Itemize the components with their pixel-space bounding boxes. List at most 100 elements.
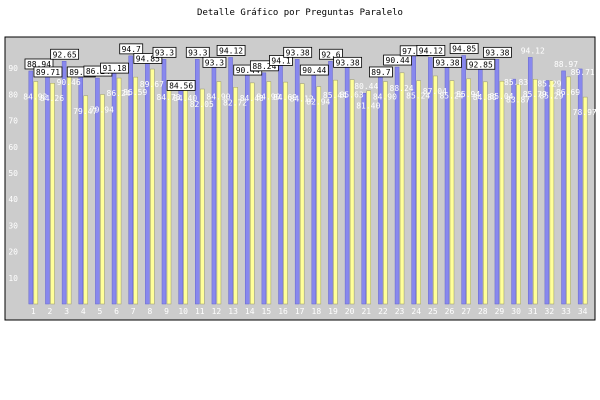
bar-yellow	[383, 81, 388, 305]
bar-blue	[195, 59, 200, 305]
bar-yellow	[200, 88, 205, 305]
x-tick-label: 1	[31, 307, 36, 316]
x-tick-label: 19	[328, 307, 338, 316]
x-tick-label: 13	[228, 307, 238, 316]
data-label-box	[119, 43, 144, 55]
x-tick-label: 7	[131, 307, 136, 316]
x-tick-label: 18	[312, 307, 322, 316]
data-label-box	[249, 60, 279, 72]
data-label-yellow: 78.97	[573, 108, 597, 117]
bar-yellow	[183, 82, 188, 305]
x-tick-label: 28	[478, 307, 488, 316]
bar-blue	[261, 72, 267, 305]
data-label-yellow: 89.67	[140, 80, 164, 89]
y-tick-label: 10	[8, 274, 18, 283]
data-label-yellow: 84.12	[290, 95, 314, 104]
data-label-yellow: 85.44	[323, 91, 347, 100]
x-tick-label: 22	[378, 307, 388, 316]
data-label-yellow: 84.69	[273, 93, 297, 102]
data-label-blue: 90.44	[386, 56, 410, 65]
data-label-box	[369, 66, 393, 78]
bar-yellow	[532, 78, 538, 305]
bar-blue	[544, 80, 550, 305]
y-tick-label: 80	[8, 90, 18, 99]
data-label-yellow: 82.72	[223, 98, 247, 107]
x-tick-label: 30	[511, 307, 521, 316]
x-tick-label: 4	[81, 307, 86, 316]
data-label-blue: 86.24	[86, 67, 110, 76]
data-label-blue: 89.7	[371, 68, 390, 77]
bar-yellow	[516, 84, 521, 305]
bar-yellow	[116, 77, 122, 305]
data-label-blue: 90.44	[236, 66, 260, 75]
data-label-yellow: 86.59	[123, 88, 147, 97]
bar-yellow	[299, 83, 305, 305]
bar-yellow	[133, 76, 138, 305]
data-label-yellow: 82.94	[306, 98, 330, 107]
data-label-yellow: 83.87	[506, 95, 530, 104]
bar-yellow	[33, 81, 39, 305]
data-label-box	[216, 45, 246, 56]
x-tick-label: 15	[262, 307, 272, 316]
data-label-box	[449, 43, 479, 54]
data-label-box	[100, 62, 129, 74]
data-label-blue: 88.24	[252, 62, 276, 71]
data-label-yellow: 87.04	[423, 87, 447, 96]
data-label-box	[433, 56, 462, 68]
x-tick-label: 10	[178, 307, 188, 316]
data-label-blue: 93.38	[435, 58, 459, 67]
bars-group	[28, 47, 588, 305]
bar-yellow	[166, 81, 172, 305]
bar-blue	[394, 66, 400, 305]
x-tick-label: 31	[528, 307, 538, 316]
bar-yellow	[416, 80, 421, 305]
data-label-yellow: 84.40	[240, 94, 264, 103]
data-label-blue: 88.94	[27, 60, 51, 69]
data-label-box	[185, 46, 210, 58]
bar-blue	[461, 55, 466, 305]
x-tick-label: 20	[345, 307, 355, 316]
data-label-box	[269, 55, 293, 66]
x-tick-label: 2	[48, 307, 53, 316]
data-label-box	[416, 45, 446, 56]
bar-blue	[161, 59, 167, 305]
data-label-yellow: 85.29	[539, 92, 563, 101]
data-label-box	[202, 56, 227, 68]
data-label-yellow: 82.05	[190, 100, 214, 109]
data-labels: 88.9484.9289.7184.2692.6590.4689.7179.47…	[23, 43, 597, 117]
data-label-yellow: 86.24	[107, 89, 131, 98]
data-label-blue: 89.71	[36, 68, 60, 77]
bar-blue	[111, 64, 117, 305]
bar-yellow	[566, 76, 571, 305]
bar-blue	[61, 61, 67, 305]
data-label-blue: 92.65	[53, 50, 77, 59]
data-label-blue: 89.71	[69, 68, 93, 77]
data-label-box	[466, 58, 496, 70]
data-label-blue: 93.38	[336, 58, 360, 67]
data-label-blue: 93.38	[485, 48, 509, 57]
chart-title: Detalle Gráfico por Preguntas Paralelo	[197, 8, 403, 18]
data-label-yellow: 90.46	[57, 78, 81, 87]
x-tick-label: 27	[461, 307, 471, 316]
x-tick-label: 17	[295, 307, 305, 316]
data-label-yellow: 84.73	[156, 93, 180, 102]
bar-blue	[561, 70, 566, 305]
bar-blue	[428, 57, 433, 305]
bar-yellow	[466, 78, 471, 305]
data-label-yellow: 85.24	[406, 92, 430, 101]
data-label-blue: 85.29	[537, 80, 561, 89]
data-label-blue: 94.12	[521, 46, 545, 55]
bar-blue	[78, 68, 84, 305]
bar-blue	[128, 55, 133, 305]
data-label-yellow: 84.90	[256, 93, 280, 102]
data-label-blue: 92.6	[321, 50, 340, 59]
data-label-blue: 91.18	[103, 64, 127, 73]
bar-blue	[28, 70, 34, 305]
x-tick-label: 16	[278, 307, 288, 316]
data-label-box	[319, 48, 343, 60]
bar-yellow	[266, 81, 272, 305]
data-label-blue: 84.56	[169, 81, 193, 90]
data-label-yellow: 85.94	[456, 90, 480, 99]
